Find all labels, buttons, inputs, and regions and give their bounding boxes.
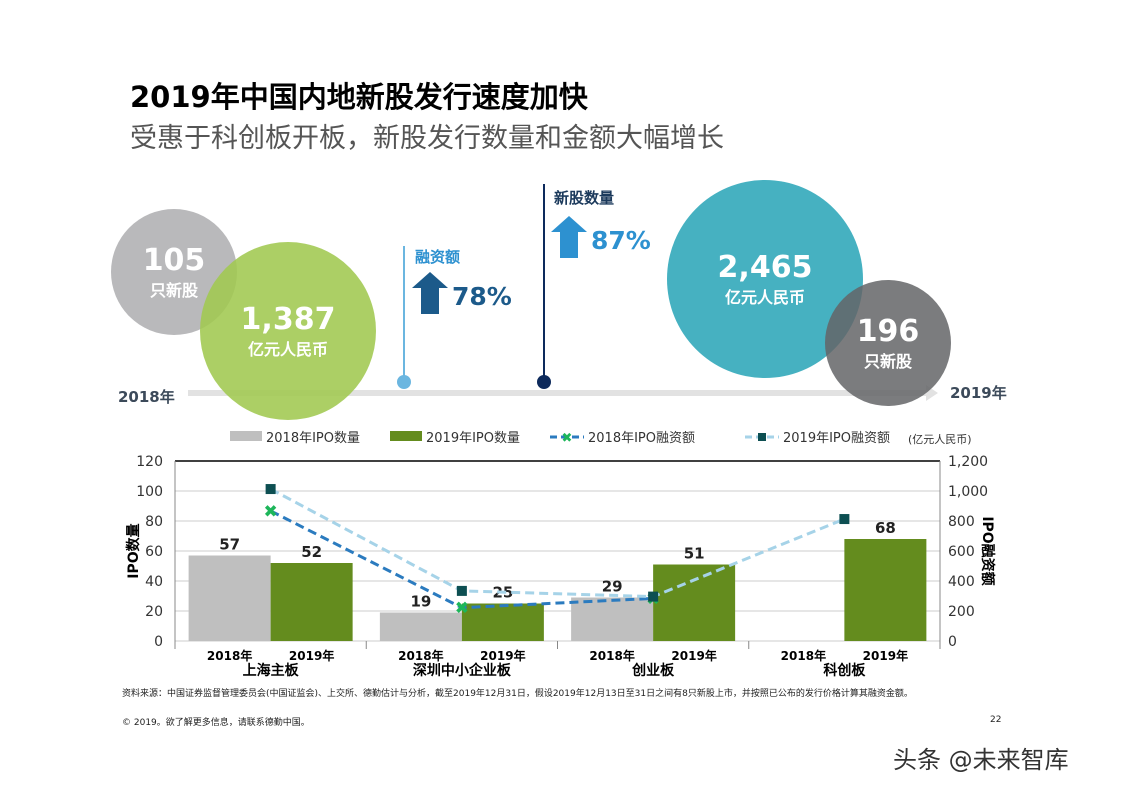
x-marker: ✖ — [455, 599, 469, 619]
legend-swatch — [230, 431, 262, 441]
bar-label: 29 — [602, 578, 623, 596]
line-series — [269, 487, 845, 599]
page-subtitle: 受惠于科创板开板，新股发行数量和金额大幅增长 — [130, 123, 724, 154]
amount-2018-value: 1,387 — [240, 301, 336, 337]
x-sub-label: 2018年 — [398, 648, 443, 663]
bar — [461, 603, 544, 641]
x-category-label: 科创板 — [823, 662, 866, 679]
y-tick-label: 60 — [145, 544, 163, 560]
count-2018-value: 105 — [142, 242, 206, 278]
x-category-label: 上海主板 — [243, 662, 300, 679]
x-sub-label: 2018年 — [589, 648, 634, 663]
source-note: 资料来源：中国证券监督管理委员会(中国证监会)、上交所、德勤估计与分析，截至20… — [122, 689, 913, 699]
bar-label: 52 — [301, 543, 322, 561]
y-tick-label: 120 — [136, 454, 163, 470]
count-2019-value: 196 — [856, 313, 920, 349]
amount-marker-dot — [397, 375, 411, 389]
amount-2019-value: 2,465 — [717, 249, 813, 285]
bar — [571, 597, 654, 641]
timeline-end: 2019年 — [950, 384, 1007, 402]
square-marker — [456, 585, 467, 596]
y-tick-label: 20 — [145, 604, 163, 620]
amount-2018-unit: 亿元人民币 — [247, 339, 328, 359]
x-sub-label: 2019年 — [480, 648, 525, 663]
amount-growth-value: 78% — [452, 282, 512, 311]
y-tick-label: 40 — [145, 574, 163, 590]
y-axis-title: IPO数量 — [125, 523, 142, 578]
bar-label: 51 — [684, 545, 705, 563]
amount-growth-label: 融资额 — [415, 248, 461, 266]
page-title: 2019年中国内地新股发行速度加快 — [130, 80, 588, 114]
y-tick-label: 80 — [145, 514, 163, 530]
count-2019-unit: 只新股 — [863, 351, 912, 371]
count-2018-unit: 只新股 — [149, 280, 198, 300]
bar-label: 19 — [410, 593, 431, 611]
bar — [270, 563, 353, 641]
legend-marker — [758, 433, 766, 441]
bar — [844, 539, 927, 641]
page-number: 22 — [990, 715, 1002, 725]
bar-label: 68 — [875, 519, 896, 537]
legend-label: 2018年IPO数量 — [266, 431, 360, 446]
y2-tick-label: 400 — [948, 574, 975, 590]
copyright: © 2019。欲了解更多信息，请联系德勤中国。 — [122, 718, 310, 728]
legend-label: 2019年IPO数量 — [426, 431, 520, 446]
y2-tick-label: 600 — [948, 544, 975, 560]
y2-tick-label: 200 — [948, 604, 975, 620]
x-sub-label: 2018年 — [207, 648, 252, 663]
x-sub-label: 2019年 — [671, 648, 716, 663]
y2-tick-label: 800 — [948, 514, 975, 530]
y2-tick-label: 1,000 — [948, 484, 988, 500]
x-sub-label: 2019年 — [863, 648, 908, 663]
x-sub-label: 2018年 — [781, 648, 826, 663]
amount-2019-unit: 亿元人民币 — [724, 287, 805, 307]
x-sub-label: 2019年 — [289, 648, 334, 663]
bar-label: 57 — [219, 536, 240, 554]
y2-tick-label: 1,200 — [948, 454, 988, 470]
y-tick-label: 0 — [154, 634, 163, 650]
legend-swatch — [390, 431, 422, 441]
bar — [379, 612, 462, 641]
circle-2019-count: 196 只新股 — [825, 280, 951, 406]
timeline-arrow — [188, 390, 928, 396]
x-category-label: 创业板 — [631, 662, 675, 679]
square-marker — [265, 484, 276, 495]
y2-axis-title: IPO融资额 — [979, 516, 996, 585]
unit-note: (亿元人民币) — [908, 433, 972, 446]
timeline-start: 2018年 — [118, 388, 175, 406]
circle-2018-count: 105 只新股 — [111, 209, 237, 335]
amount-marker-line — [403, 246, 405, 378]
line-series — [269, 509, 654, 610]
circle-2018-amount: 1,387 亿元人民币 — [200, 242, 376, 420]
count-marker-dot — [537, 375, 551, 389]
ipo-chart: 0 0 20 200 40 400 60 600 80 800 100 1,000 120 1,200 20… — [125, 431, 996, 679]
bar — [653, 564, 736, 641]
bar — [188, 555, 271, 641]
legend-label: 2018年IPO融资额 — [588, 431, 695, 446]
count-marker-line — [543, 184, 545, 378]
x-category-label: 深圳中小企业板 — [413, 662, 512, 679]
x-marker: ✖ — [264, 502, 278, 522]
up-arrow-icon — [551, 216, 587, 258]
count-growth-label: 新股数量 — [554, 189, 615, 207]
y2-tick-label: 0 — [948, 634, 957, 650]
legend-label: 2019年IPO融资额 — [783, 431, 890, 446]
watermark: 头条 @未来智库 — [893, 746, 1069, 774]
count-growth-value: 87% — [591, 226, 651, 255]
square-marker — [839, 514, 850, 525]
y-tick-label: 100 — [136, 484, 163, 500]
up-arrow-icon — [412, 272, 448, 314]
legend-marker: ✖ — [562, 431, 573, 446]
square-marker — [648, 591, 659, 602]
